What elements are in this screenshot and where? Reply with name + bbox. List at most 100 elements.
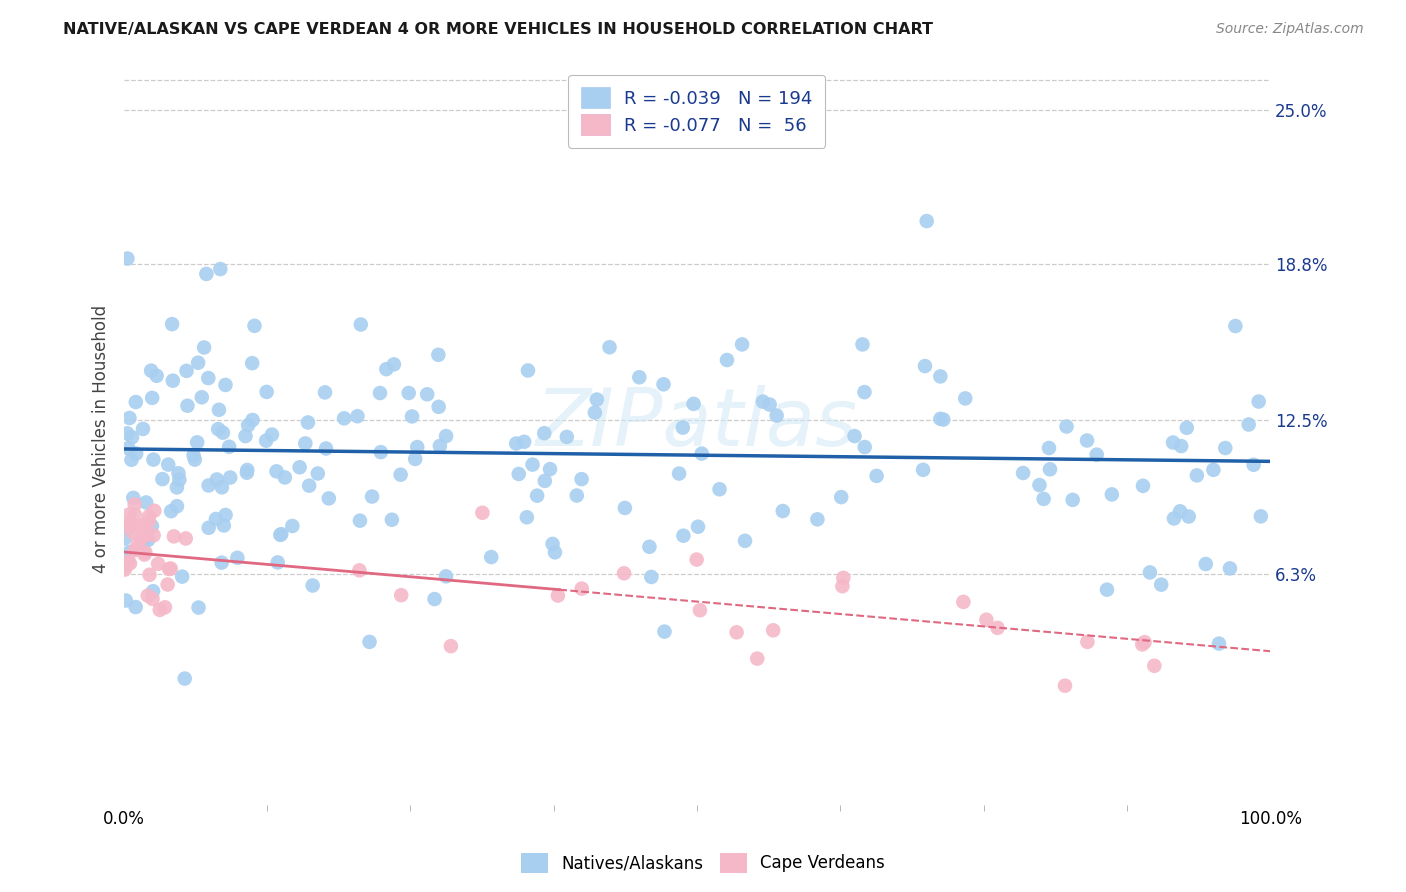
Point xyxy=(585,392,607,407)
Point xyxy=(1170,439,1192,453)
Point xyxy=(124,543,146,558)
Point xyxy=(1175,421,1198,435)
Point xyxy=(526,489,548,503)
Point xyxy=(349,514,371,528)
Point xyxy=(541,537,564,551)
Point xyxy=(690,447,713,461)
Point xyxy=(211,556,233,570)
Point xyxy=(1053,679,1076,693)
Point xyxy=(1213,441,1236,455)
Point xyxy=(236,466,259,480)
Point xyxy=(350,318,373,332)
Point xyxy=(212,425,235,440)
Point xyxy=(242,413,264,427)
Point xyxy=(359,635,381,649)
Point xyxy=(269,528,291,542)
Point xyxy=(513,434,536,449)
Point xyxy=(274,470,297,484)
Point xyxy=(145,368,167,383)
Point xyxy=(236,418,259,433)
Point xyxy=(382,357,405,371)
Point xyxy=(191,390,214,404)
Point xyxy=(1076,635,1098,649)
Point xyxy=(205,473,228,487)
Point xyxy=(121,525,143,540)
Point xyxy=(1202,463,1225,477)
Point xyxy=(1085,448,1108,462)
Point xyxy=(117,519,139,533)
Point xyxy=(256,384,278,399)
Point xyxy=(240,356,263,370)
Point xyxy=(132,534,155,549)
Point xyxy=(266,464,288,478)
Point xyxy=(187,600,209,615)
Point xyxy=(471,506,494,520)
Point xyxy=(1062,492,1084,507)
Point xyxy=(138,567,160,582)
Point xyxy=(146,557,169,571)
Point xyxy=(301,578,323,592)
Point xyxy=(218,440,240,454)
Point xyxy=(682,397,704,411)
Point xyxy=(716,353,738,368)
Point xyxy=(685,552,707,566)
Point xyxy=(806,512,828,526)
Point xyxy=(952,595,974,609)
Point xyxy=(315,442,337,456)
Point xyxy=(401,409,423,424)
Point xyxy=(434,429,457,443)
Point xyxy=(149,603,172,617)
Point xyxy=(1133,635,1156,649)
Point xyxy=(404,452,426,467)
Point xyxy=(516,510,538,524)
Point xyxy=(174,532,197,546)
Point xyxy=(1032,491,1054,506)
Point xyxy=(583,406,606,420)
Point xyxy=(915,214,938,228)
Point xyxy=(440,639,463,653)
Point xyxy=(772,504,794,518)
Point xyxy=(288,460,311,475)
Point xyxy=(672,529,695,543)
Point xyxy=(389,588,412,602)
Point xyxy=(1161,435,1184,450)
Point xyxy=(184,452,207,467)
Point xyxy=(142,584,165,599)
Point xyxy=(294,436,316,450)
Point xyxy=(1195,557,1218,571)
Point xyxy=(508,467,530,481)
Point xyxy=(672,420,695,434)
Point xyxy=(346,409,368,424)
Point xyxy=(1095,582,1118,597)
Point xyxy=(117,555,139,569)
Point xyxy=(128,519,150,533)
Point xyxy=(517,363,540,377)
Point xyxy=(141,519,163,533)
Point xyxy=(214,378,236,392)
Point xyxy=(169,473,191,487)
Point xyxy=(1143,658,1166,673)
Point xyxy=(114,532,136,546)
Point xyxy=(120,516,142,530)
Point xyxy=(976,613,998,627)
Point xyxy=(219,470,242,484)
Point xyxy=(318,491,340,506)
Point xyxy=(747,651,769,665)
Point xyxy=(638,540,661,554)
Point xyxy=(138,509,160,524)
Point xyxy=(522,458,544,472)
Legend: Natives/Alaskans, Cape Verdeans: Natives/Alaskans, Cape Verdeans xyxy=(515,847,891,880)
Point xyxy=(156,577,179,591)
Point xyxy=(141,591,163,606)
Point xyxy=(762,624,785,638)
Point xyxy=(844,429,866,443)
Point xyxy=(427,400,450,414)
Point xyxy=(1038,441,1060,455)
Point xyxy=(686,520,709,534)
Point xyxy=(544,545,567,559)
Point xyxy=(599,340,621,354)
Point xyxy=(141,391,163,405)
Point xyxy=(118,557,141,571)
Point xyxy=(1076,434,1098,448)
Point xyxy=(235,429,257,443)
